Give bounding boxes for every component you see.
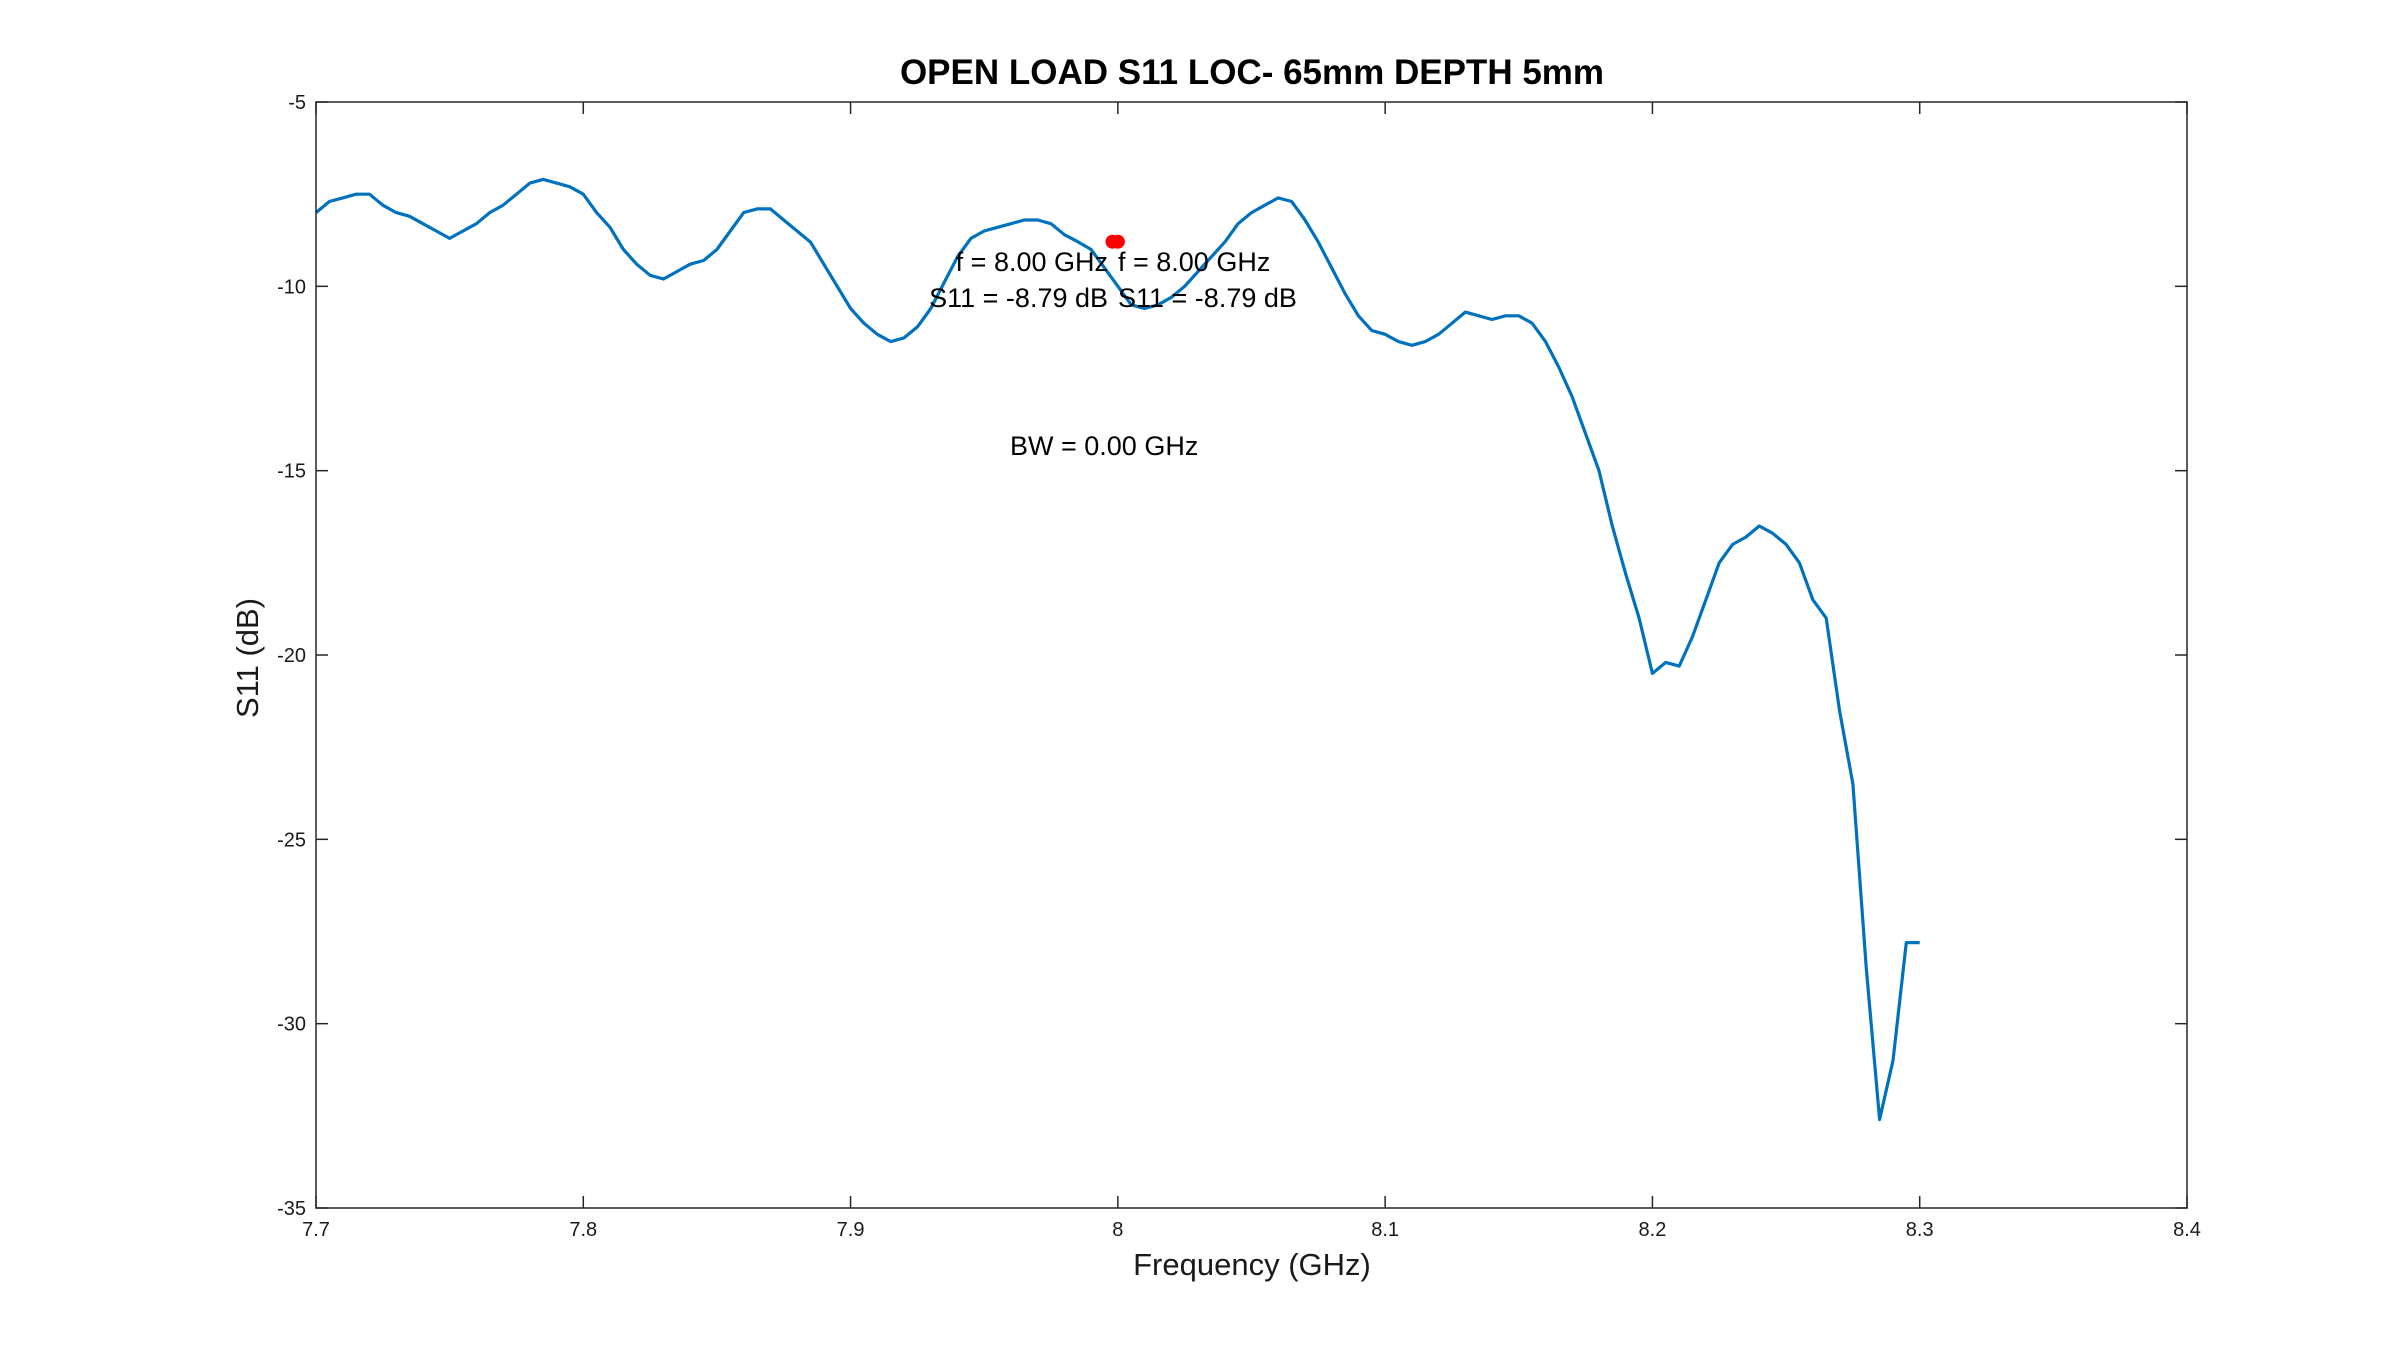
plot-area [316, 102, 2187, 1208]
tick-labels: 7.7 7.8 7.9 8 8.1 8.2 8.3 8.4 -35 -30 -25 -20 -15 -10… [277, 92, 2201, 1241]
bw-annotation: BW = 0.00 GHz [1010, 431, 1198, 461]
x-tick-label: 8.3 [1906, 1219, 1934, 1241]
x-tick-label: 7.7 [302, 1219, 330, 1241]
s11-series-line [314, 177, 1920, 1122]
x-tick-label: 7.8 [569, 1219, 597, 1241]
y-tick-label: -5 [288, 92, 306, 114]
x-tick-label: 8 [1112, 1219, 1123, 1241]
data-markers [1105, 234, 1125, 249]
annotation-1-s11: S11 = -8.79 dB [1118, 283, 1297, 313]
annotation-1-freq: f = 8.00 GHz [1118, 247, 1270, 277]
y-tick-label: -35 [277, 1198, 306, 1220]
annotation-0-s11: S11 = -8.79 dB [929, 283, 1108, 313]
y-tick-label: -20 [277, 645, 306, 667]
y-tick-label: -25 [277, 829, 306, 851]
y-tick-label: -30 [277, 1014, 306, 1036]
x-tick-label: 8.4 [2173, 1219, 2201, 1241]
x-axis-label: Frequency (GHz) [1133, 1247, 1371, 1282]
annotation-0-freq: f = 8.00 GHz [956, 247, 1108, 277]
y-tick-label: -10 [277, 276, 306, 298]
data-marker [1110, 234, 1125, 249]
y-axis-label: S11 (dB) [230, 598, 265, 718]
x-tick-label: 8.2 [1639, 1219, 1667, 1241]
axes-frame [315, 101, 2188, 1209]
chart-title: OPEN LOAD S11 LOC- 65mm DEPTH 5mm [900, 53, 1604, 92]
x-tick-label: 7.9 [837, 1219, 865, 1241]
x-tick-label: 8.1 [1371, 1219, 1399, 1241]
y-tick-label: -15 [277, 461, 306, 483]
